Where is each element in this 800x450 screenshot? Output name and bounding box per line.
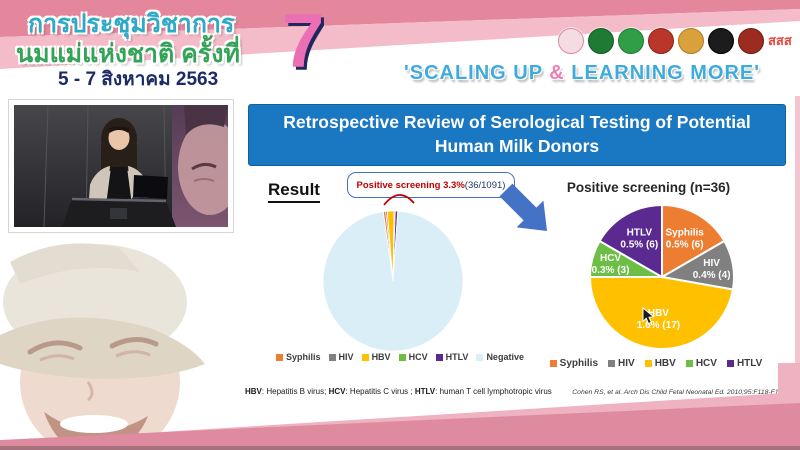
footnote-text3: : human T cell lymphotropic virus [435, 387, 552, 396]
legend-label: HTLV [736, 358, 763, 369]
left-pie-center-label: Potential donors (n=1,091) [303, 256, 483, 294]
legend-label: HCV [408, 352, 428, 362]
pie-slice-label-hcv: HCV 0.3% (3) [592, 253, 630, 276]
legend-item-hiv: HIV [328, 352, 354, 362]
thaihealth-logo: สสส [768, 33, 792, 48]
positive-screening-pie-chart: Syphilis 0.5% (6) HIV 0.4% (4) HBV 1.6% (17) H… [588, 203, 736, 350]
legend-swatch-hcv [398, 353, 406, 361]
legend-item-hbv: HBV [361, 352, 391, 362]
left-pie-center-line2: (n=1,091) [363, 277, 423, 292]
legend-swatch-hiv [608, 360, 616, 367]
presenter-scene [14, 105, 228, 227]
legend-item-hcv: HCV [398, 352, 428, 362]
footnote-hbv: HBV [245, 387, 262, 396]
breastfeeding-mother-logo [558, 28, 584, 54]
legend-swatch-hbv [644, 360, 652, 367]
organizer-logos: สสส [558, 28, 792, 54]
pie-slice-label-hbv: HBV 1.6% (17) [637, 308, 680, 331]
positive-screening-callout: Positive screening 3.3% (36/1091) [347, 172, 515, 198]
conference-slogan: 'SCALING UP & LEARNING MORE' [368, 62, 796, 85]
podium [62, 197, 176, 227]
microphone [122, 148, 131, 159]
pie-slice-label-hiv: HIV 0.4% (4) [693, 258, 731, 281]
royal-emblem-logo [738, 28, 764, 54]
callout-highlight: Positive screening 3.3% [356, 179, 465, 191]
legend-label: Syphilis [559, 358, 599, 369]
legend-label: HBV [654, 358, 676, 369]
laptop [130, 175, 172, 203]
right-pie-title: Positive screening (n=36) [566, 180, 731, 195]
conference-date: 5 - 7 สิงหาคม 2563 [58, 69, 219, 90]
left-pie-legend: Syphilis HIV HBV HCV HTLV Negative [276, 352, 524, 362]
legend-swatch-hiv [328, 353, 336, 361]
legend-item-htlv: HTLV [726, 358, 763, 369]
right-edge-strip [795, 96, 800, 366]
baby-watermark-image [0, 243, 205, 450]
legend-swatch-htlv [726, 360, 734, 367]
left-pie-center-line1: Potential donors [339, 258, 447, 273]
positive-screening-pie-slice-syphilis [661, 203, 726, 279]
legend-item-negative: Negative [476, 352, 524, 362]
health-department-logo [618, 28, 644, 54]
legend-label: Negative [486, 352, 524, 362]
legend-label: HCV [695, 358, 717, 369]
legend-label: HTLV [445, 352, 469, 362]
edition-number: 7 [282, 0, 325, 84]
legend-swatch-hbv [361, 353, 369, 361]
legend-label: HBV [371, 352, 391, 362]
slide-title: Retrospective Review of Serological Test… [248, 104, 786, 166]
positive-screening-pie-slice-hiv [659, 239, 736, 291]
legend-swatch-syphilis [276, 353, 284, 361]
conference-title-line2: นมแม่แห่งชาติ ครั้งที่ [16, 40, 240, 68]
pediatric-society-logo [708, 28, 734, 54]
conference-title-line1: การประชุมวิชาการ [28, 10, 235, 38]
legend-item-hiv: HIV [608, 358, 635, 369]
legend-item-syphilis: Syphilis [276, 352, 321, 362]
footnote-text1: : Hepatitis B virus; [261, 387, 329, 396]
slogan-part2: LEARNING MORE' [564, 62, 761, 84]
baby-poster [172, 105, 228, 227]
legend-label: HIV [338, 352, 354, 362]
positive-screening-pie-slice-hbv [588, 276, 735, 350]
legend-item-hcv: HCV [685, 358, 717, 369]
bottom-edge-shadow [0, 446, 800, 450]
university-emblem-logo [648, 28, 674, 54]
legend-label: HIV [618, 358, 635, 369]
ministry-public-health-logo [588, 28, 614, 54]
callout-detail: (36/1091) [464, 179, 506, 191]
mouse-cursor [642, 306, 655, 325]
pie-slice-label-htlv: HTLV 0.5% (6) [620, 228, 658, 251]
slogan-part1: 'SCALING UP [403, 62, 550, 84]
legend-swatch-htlv [435, 353, 443, 361]
legend-item-syphilis: Syphilis [549, 358, 599, 369]
pie-slice-label-syphilis: Syphilis 0.5% (6) [666, 228, 705, 251]
legend-swatch-syphilis [549, 360, 557, 367]
legend-label: Syphilis [286, 352, 321, 362]
royal-college-emblem-logo [678, 28, 704, 54]
legend-item-htlv: HTLV [435, 352, 469, 362]
legend-swatch-hcv [685, 360, 693, 367]
footnote-text2: : Hepatitis C virus ; [345, 387, 415, 396]
legend-swatch-negative [476, 353, 484, 361]
footnote-hcv: HCV [328, 387, 346, 396]
positive-screening-pie-slice-hcv [588, 239, 666, 278]
abbreviation-footnote: HBV: Hepatitis B virus; HCV: Hepatitis C… [245, 387, 552, 396]
reference-citation: Cohen RS, et al. Arch Dis Child Fetal Ne… [572, 389, 788, 396]
presenter-video [8, 99, 234, 233]
right-pie-legend: Syphilis HIV HBV HCV HTLV [549, 358, 763, 369]
slogan-ampersand: & [549, 62, 565, 84]
legend-item-hbv: HBV [644, 358, 676, 369]
positive-screening-pie-slice-htlv [598, 203, 663, 279]
result-label: Result [268, 180, 320, 203]
footnote-htlv: HTLV [414, 387, 436, 396]
